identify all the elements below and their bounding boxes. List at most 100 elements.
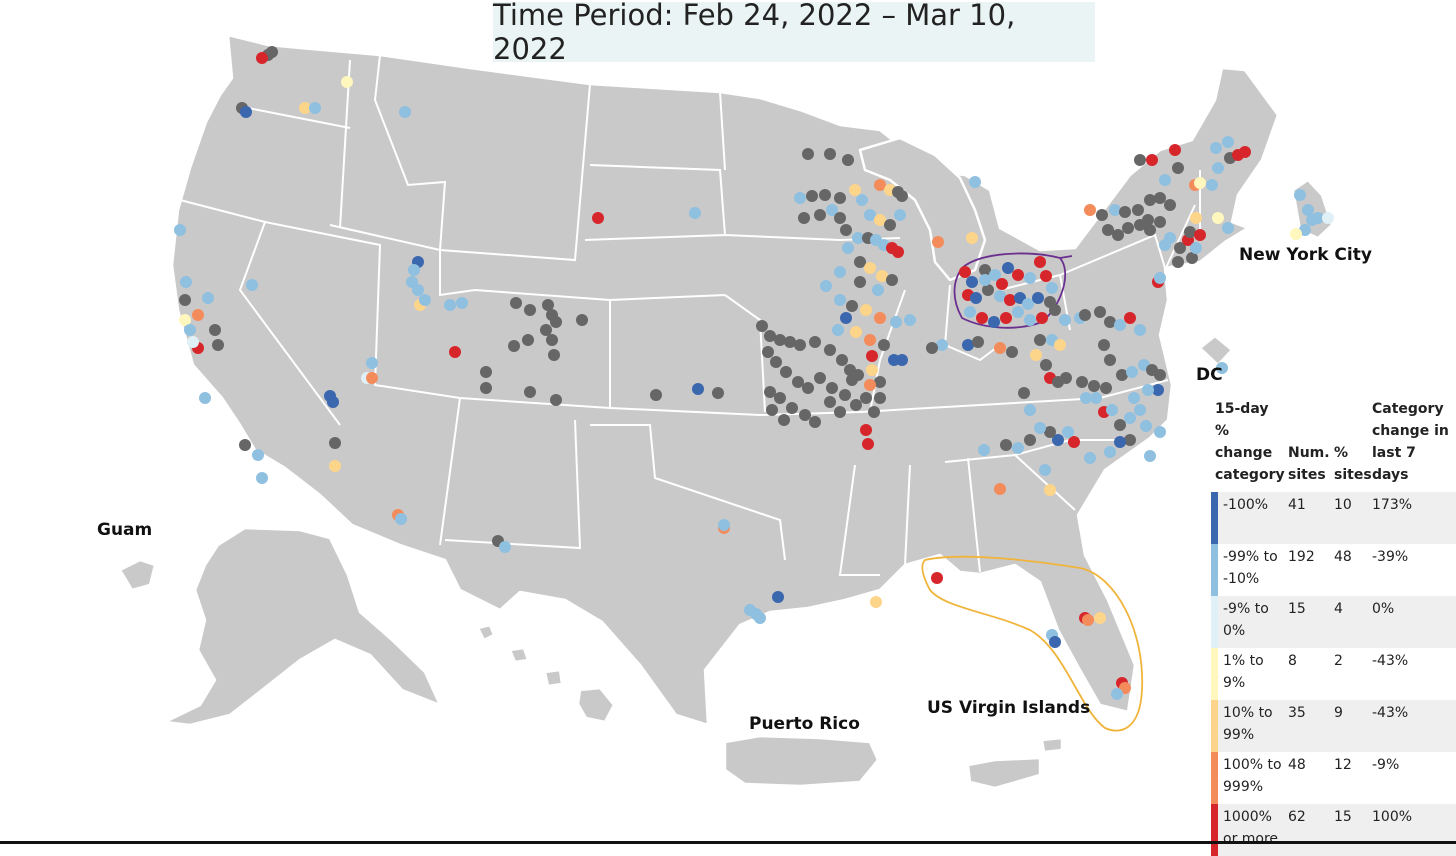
site-dot	[550, 316, 562, 328]
site-dot	[1044, 426, 1056, 438]
site-dot	[1076, 376, 1088, 388]
site-dot	[1169, 144, 1181, 156]
site-dot	[524, 386, 536, 398]
site-dot	[524, 304, 536, 316]
site-dot	[1111, 688, 1123, 700]
site-dot	[522, 334, 534, 346]
site-dot	[786, 402, 798, 414]
site-dot	[802, 382, 814, 394]
site-dot	[1239, 146, 1251, 158]
site-dot	[1190, 242, 1202, 254]
legend-row: 1% to 9% 8 2 -43%	[1211, 648, 1456, 700]
dc-inset	[1198, 334, 1234, 367]
site-dot	[840, 224, 852, 236]
site-dot	[366, 357, 378, 369]
site-dot	[1022, 298, 1034, 310]
site-dot	[824, 344, 836, 356]
site-dot	[1154, 192, 1166, 204]
site-dot	[932, 236, 944, 248]
site-dot	[894, 209, 906, 221]
site-dot	[1294, 189, 1306, 201]
site-dot	[1012, 306, 1024, 318]
site-dot	[824, 396, 836, 408]
site-dot	[979, 274, 991, 286]
site-dot	[1322, 212, 1334, 224]
site-dot	[174, 224, 186, 236]
site-dot	[864, 262, 876, 274]
site-dot	[874, 312, 886, 324]
site-dot	[1082, 614, 1094, 626]
site-dot	[1106, 404, 1118, 416]
site-dot	[180, 276, 192, 288]
site-dot	[896, 190, 908, 202]
site-dot	[192, 309, 204, 321]
site-dot	[1012, 269, 1024, 281]
site-dot	[1044, 484, 1056, 496]
site-dot	[1049, 636, 1061, 648]
site-dot	[1154, 369, 1166, 381]
legend-category: 1% to 9%	[1211, 648, 1284, 700]
site-dot	[1054, 339, 1066, 351]
legend-header-change: Category change in last 7 days	[1372, 401, 1449, 483]
site-dot	[1102, 224, 1114, 236]
site-dot	[1084, 452, 1096, 464]
site-dot	[904, 314, 916, 326]
site-dot	[994, 483, 1006, 495]
site-dot	[874, 179, 886, 191]
site-dot	[1094, 612, 1106, 624]
florida-highlight-circle	[921, 555, 1144, 732]
site-dot	[1104, 354, 1116, 366]
site-dot	[826, 382, 838, 394]
site-dot	[1134, 219, 1146, 231]
site-dot	[884, 219, 896, 231]
site-dot	[266, 46, 278, 58]
site-dot	[860, 392, 872, 404]
legend-change: 173%	[1372, 497, 1413, 513]
time-period-title: Time Period: Feb 24, 2022 – Mar 10, 2022	[493, 0, 1095, 66]
site-dots	[174, 46, 1334, 700]
site-dot	[184, 324, 196, 336]
site-dot	[692, 383, 704, 395]
site-dot	[480, 382, 492, 394]
legend-change: -43%	[1372, 653, 1409, 669]
site-dot	[780, 366, 792, 378]
site-dot	[299, 102, 311, 114]
site-dot	[1094, 306, 1106, 318]
site-dot	[972, 336, 984, 348]
site-dot	[1018, 387, 1030, 399]
legend-row: -100% 41 10 173%	[1211, 492, 1456, 544]
site-dot	[834, 212, 846, 224]
site-dot	[366, 372, 378, 384]
site-dot	[854, 256, 866, 268]
site-dot	[764, 386, 776, 398]
site-dot	[1088, 380, 1100, 392]
site-dot	[480, 366, 492, 378]
site-dot	[1059, 314, 1071, 326]
site-dot	[1124, 312, 1136, 324]
site-dot	[1134, 154, 1146, 166]
alaska	[163, 526, 442, 727]
site-dot	[794, 192, 806, 204]
site-dot	[846, 300, 858, 312]
site-dot	[806, 190, 818, 202]
site-dot	[1146, 154, 1158, 166]
legend-pct-sites: 4	[1334, 601, 1343, 617]
site-dot	[1114, 319, 1126, 331]
bottom-divider	[0, 841, 1456, 844]
site-dot	[179, 294, 191, 306]
site-dot	[842, 154, 854, 166]
site-dot	[1034, 256, 1046, 268]
site-dot	[1212, 162, 1224, 174]
legend-header: 15-day % change category Num. sites % si…	[1211, 398, 1456, 486]
us-virgin-islands	[966, 736, 1064, 790]
legend-pct-sites: 15	[1334, 809, 1352, 825]
legend-row: 100% to 999% 48 12 -9%	[1211, 752, 1456, 804]
site-dot	[1126, 366, 1138, 378]
legend-header-category: 15-day % change category	[1215, 401, 1285, 483]
site-dot	[842, 242, 854, 254]
site-dot	[212, 339, 224, 351]
site-dot	[1104, 316, 1116, 328]
site-dot	[809, 416, 821, 428]
legend-num-sites: 62	[1288, 809, 1306, 825]
